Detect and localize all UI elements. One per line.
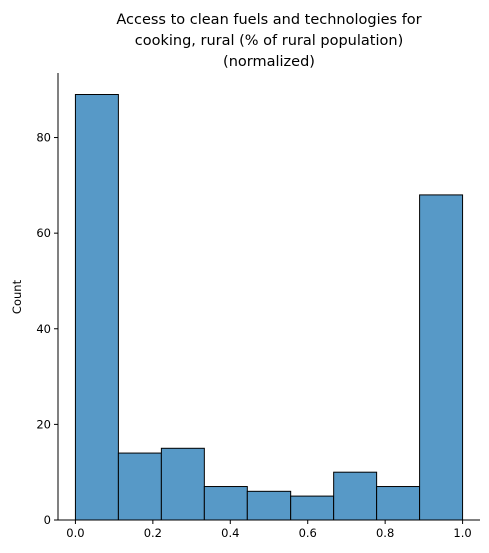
histogram-bar-3 <box>203 486 248 521</box>
x-axis-ticks: 0.0 0.2 0.4 0.6 0.8 1.0 <box>66 520 472 540</box>
x-tick-label-3: 0.6 <box>299 526 317 540</box>
x-tick-label-1: 0.2 <box>144 526 162 540</box>
x-tick-label-2: 0.4 <box>221 526 239 540</box>
x-tick-label-4: 0.8 <box>376 526 394 540</box>
histogram-bars <box>74 94 464 521</box>
chart-title-line-2: cooking, rural (% of rural population) <box>135 33 403 49</box>
y-tick-label-2: 40 <box>36 322 51 336</box>
x-tick-label-0: 0.0 <box>66 526 84 540</box>
y-tick-label-3: 60 <box>36 226 51 240</box>
histogram-bar-2 <box>160 447 205 521</box>
histogram-bar-8 <box>419 194 464 521</box>
histogram-bar-6 <box>333 471 378 521</box>
y-tick-label-1: 20 <box>36 417 51 431</box>
x-tick-label-5: 1.0 <box>453 526 471 540</box>
histogram-bar-4 <box>246 490 292 521</box>
y-tick-label-0: 0 <box>44 513 51 527</box>
y-axis-label: Count <box>10 279 24 314</box>
chart-title-line-1: Access to clean fuels and technologies f… <box>116 12 421 28</box>
y-tick-label-4: 80 <box>36 131 51 145</box>
histogram-bar-1 <box>117 452 162 521</box>
histogram-bar-7 <box>376 486 421 521</box>
chart-title-line-3: (normalized) <box>223 54 315 70</box>
chart-title: Access to clean fuels and technologies f… <box>116 12 421 70</box>
y-axis-ticks: 0 20 40 60 80 <box>36 131 58 527</box>
histogram-bar-5 <box>290 495 335 521</box>
histogram-bar-0 <box>74 94 119 521</box>
